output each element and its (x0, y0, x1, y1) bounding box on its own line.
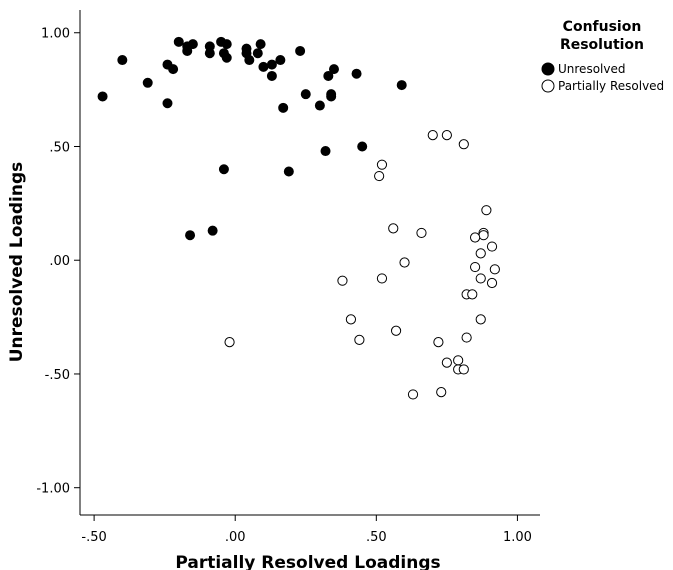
point-unresolved (295, 45, 306, 56)
point-unresolved (326, 89, 337, 100)
point-partially-resolved (481, 205, 492, 216)
y-tick-label: -1.00 (36, 482, 70, 497)
point-unresolved (323, 70, 334, 81)
point-unresolved (142, 77, 153, 88)
legend-marker (541, 79, 555, 93)
point-unresolved (320, 146, 331, 157)
point-partially-resolved (461, 332, 472, 343)
point-unresolved (300, 89, 311, 100)
point-partially-resolved (224, 337, 235, 348)
point-unresolved (275, 55, 286, 66)
point-partially-resolved (354, 334, 365, 345)
point-partially-resolved (388, 223, 399, 234)
point-partially-resolved (416, 227, 427, 239)
point-unresolved (252, 48, 263, 59)
point-unresolved (283, 166, 294, 177)
legend-label: Partially Resolved (558, 79, 664, 93)
legend-marker (541, 62, 555, 76)
legend-title: Resolution (560, 37, 644, 53)
point-unresolved (266, 59, 277, 70)
point-partially-resolved (376, 159, 388, 170)
point-unresolved (351, 68, 362, 79)
x-tick-label: -.50 (81, 530, 106, 545)
point-partially-resolved (441, 357, 452, 368)
point-partially-resolved (478, 230, 489, 241)
point-partially-resolved (441, 130, 452, 141)
point-unresolved (266, 70, 277, 81)
point-partially-resolved (467, 289, 478, 300)
x-tick-label: .00 (225, 530, 246, 545)
x-tick-label: 1.00 (503, 530, 532, 545)
data-points (97, 36, 500, 400)
point-partially-resolved (486, 277, 498, 289)
point-partially-resolved (390, 325, 402, 336)
point-partially-resolved (469, 261, 481, 273)
series-unresolved (97, 36, 407, 241)
point-partially-resolved (436, 387, 447, 398)
point-partially-resolved (475, 248, 486, 259)
point-partially-resolved (376, 273, 388, 284)
series-partially-resolved (224, 130, 500, 400)
point-partially-resolved (337, 275, 348, 286)
point-unresolved (117, 55, 128, 66)
point-unresolved (314, 100, 325, 111)
y-tick-label: 1.00 (41, 27, 70, 42)
point-unresolved (278, 102, 289, 113)
point-unresolved (244, 55, 255, 66)
point-unresolved (396, 80, 407, 91)
legend-label: Unresolved (558, 62, 625, 76)
point-unresolved (204, 48, 215, 59)
point-unresolved (221, 39, 232, 50)
point-partially-resolved (489, 264, 500, 275)
point-unresolved (258, 61, 269, 72)
y-tick-label: .00 (49, 254, 70, 269)
point-unresolved (187, 39, 198, 50)
point-unresolved (328, 64, 339, 75)
point-unresolved (357, 141, 368, 152)
point-unresolved (173, 36, 184, 47)
point-partially-resolved (345, 314, 357, 325)
point-partially-resolved (427, 130, 438, 141)
point-partially-resolved (469, 232, 481, 243)
y-tick-label: .50 (49, 140, 70, 155)
point-unresolved (162, 98, 173, 109)
point-unresolved (207, 225, 218, 236)
point-unresolved (221, 52, 232, 63)
legend: Confusion Resolution Unresolved Partially R… (541, 19, 664, 93)
point-partially-resolved (475, 273, 486, 284)
point-unresolved (97, 91, 108, 102)
point-partially-resolved (458, 364, 469, 375)
y-axis-title: Unresolved Loadings (7, 162, 27, 363)
point-partially-resolved (458, 139, 469, 150)
point-partially-resolved (453, 355, 464, 366)
point-partially-resolved (399, 257, 410, 268)
y-tick-label: -.50 (45, 368, 70, 383)
point-unresolved (185, 230, 196, 241)
point-partially-resolved (374, 170, 385, 182)
point-unresolved (255, 39, 266, 50)
point-partially-resolved (407, 389, 419, 400)
legend-title: Confusion (563, 19, 642, 35)
point-partially-resolved (486, 241, 498, 252)
point-unresolved (168, 64, 179, 75)
axes: -1.00 -.50 .00 .50 1.00 -.50 .00 .50 1.00 (36, 10, 540, 545)
point-partially-resolved (433, 337, 444, 348)
x-axis-title: Partially Resolved Loadings (175, 553, 440, 570)
point-partially-resolved (475, 314, 486, 325)
point-unresolved (218, 164, 229, 175)
x-tick-label: .50 (366, 530, 387, 545)
